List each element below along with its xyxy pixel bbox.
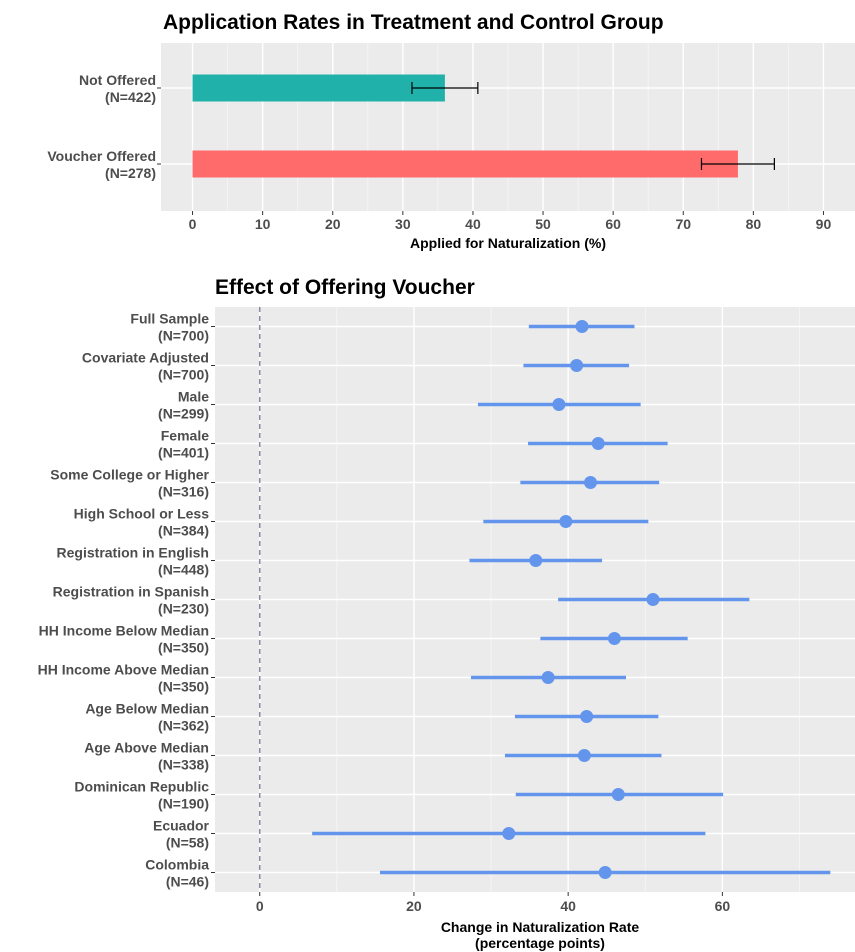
chart1-x-tick-label: 70 bbox=[675, 216, 691, 232]
chart2-row-n: (N=190) bbox=[158, 796, 209, 812]
chart2-row-label: Age Below Median bbox=[85, 701, 209, 717]
chart2-point-estimate bbox=[598, 866, 612, 879]
chart2-row-n: (N=401) bbox=[158, 445, 209, 461]
chart2-point-estimate bbox=[607, 632, 621, 645]
chart2-point-estimate bbox=[529, 554, 543, 567]
chart2-point-estimate bbox=[575, 320, 589, 333]
chart2-row-label: Some College or Higher bbox=[50, 467, 209, 483]
chart2-row-n: (N=362) bbox=[158, 718, 209, 734]
chart2-row-n: (N=46) bbox=[166, 874, 209, 890]
chart2-y-labels: Full Sample(N=700)Covariate Adjusted(N=7… bbox=[38, 311, 215, 890]
chart2-row-n: (N=448) bbox=[158, 562, 209, 578]
chart2-row-n: (N=230) bbox=[158, 601, 209, 617]
chart2-row-n: (N=350) bbox=[158, 679, 209, 695]
chart1-bar bbox=[192, 150, 738, 178]
chart1-x-tick-label: 40 bbox=[465, 216, 481, 232]
chart1-x-tick-label: 30 bbox=[395, 216, 411, 232]
chart2-row-n: (N=316) bbox=[158, 484, 209, 500]
chart2-x-tick-label: 60 bbox=[715, 898, 731, 914]
chart2-point-estimate bbox=[570, 359, 584, 372]
chart1-x-tick-label: 90 bbox=[816, 216, 832, 232]
chart1-x-axis-label: Applied for Naturalization (%) bbox=[410, 235, 606, 251]
chart1-bars bbox=[192, 74, 738, 178]
chart2-row-label: Dominican Republic bbox=[74, 779, 209, 795]
chart2-row-label: Registration in Spanish bbox=[53, 584, 209, 600]
voucher-effect-chart: Effect of Offering Voucher Full Sample(N… bbox=[38, 276, 855, 951]
chart2-row-n: (N=58) bbox=[166, 835, 209, 851]
chart2-x-axis-label-line2: (percentage points) bbox=[475, 935, 605, 951]
chart2-x-ticks: 0 20 40 60 bbox=[256, 892, 731, 914]
application-rates-chart: Application Rates in Treatment and Contr… bbox=[47, 11, 855, 251]
chart2-point-estimate bbox=[559, 515, 573, 528]
chart1-x-tick-label: 20 bbox=[325, 216, 341, 232]
chart1-title: Application Rates in Treatment and Contr… bbox=[163, 11, 664, 34]
chart2-row-label: High School or Less bbox=[74, 506, 210, 522]
chart2-row-n: (N=338) bbox=[158, 757, 209, 773]
chart2-row-n: (N=700) bbox=[158, 367, 209, 383]
chart2-row-label: Colombia bbox=[145, 857, 209, 873]
chart2-x-tick-label: 20 bbox=[406, 898, 422, 914]
chart1-bar bbox=[192, 74, 445, 102]
chart2-point-estimate bbox=[541, 671, 555, 684]
chart2-point-estimate bbox=[502, 827, 516, 840]
chart2-point-estimate bbox=[580, 710, 594, 723]
chart1-category-label: Voucher Offered bbox=[47, 148, 156, 164]
chart2-point-estimate bbox=[591, 437, 605, 450]
chart2-x-tick-label: 40 bbox=[560, 898, 576, 914]
chart2-row-n: (N=384) bbox=[158, 523, 209, 539]
chart2-row-n: (N=700) bbox=[158, 328, 209, 344]
chart2-row-n: (N=299) bbox=[158, 406, 209, 422]
chart2-row-label: HH Income Above Median bbox=[38, 662, 209, 678]
chart2-row-label: Ecuador bbox=[153, 818, 210, 834]
chart1-x-ticks: 0 10 20 30 40 50 60 70 80 90 bbox=[189, 211, 832, 232]
chart1-x-tick-label: 0 bbox=[189, 216, 197, 232]
chart1-x-tick-label: 10 bbox=[255, 216, 271, 232]
chart2-point-estimate bbox=[584, 476, 598, 489]
chart2-point-estimate bbox=[611, 788, 625, 801]
chart2-row-label: HH Income Below Median bbox=[39, 623, 209, 639]
chart1-x-tick-label: 50 bbox=[535, 216, 551, 232]
chart2-point-estimate bbox=[552, 398, 566, 411]
chart1-error-bars bbox=[411, 82, 775, 170]
chart2-row-label: Age Above Median bbox=[84, 740, 209, 756]
chart1-category-label: Not Offered bbox=[79, 72, 156, 88]
chart2-row-label: Registration in English bbox=[57, 545, 209, 561]
chart1-category-n: (N=422) bbox=[105, 89, 156, 105]
chart1-x-tick-label: 80 bbox=[746, 216, 762, 232]
chart2-row-label: Female bbox=[161, 428, 209, 444]
chart2-title: Effect of Offering Voucher bbox=[215, 276, 475, 299]
chart2-row-label: Male bbox=[178, 389, 209, 405]
chart2-point-estimates bbox=[502, 320, 660, 879]
chart2-row-label: Covariate Adjusted bbox=[82, 350, 209, 366]
chart2-x-tick-label: 0 bbox=[256, 898, 264, 914]
chart2-point-estimate bbox=[646, 593, 660, 606]
chart2-row-n: (N=350) bbox=[158, 640, 209, 656]
chart1-category-n: (N=278) bbox=[105, 165, 156, 181]
chart1-x-tick-label: 60 bbox=[605, 216, 621, 232]
chart1-y-labels: Not Offered(N=422) Voucher Offered(N=278) bbox=[47, 72, 161, 181]
chart2-row-label: Full Sample bbox=[130, 311, 209, 327]
chart2-point-estimate bbox=[577, 749, 591, 762]
chart2-x-axis-label-line1: Change in Naturalization Rate bbox=[441, 919, 640, 935]
